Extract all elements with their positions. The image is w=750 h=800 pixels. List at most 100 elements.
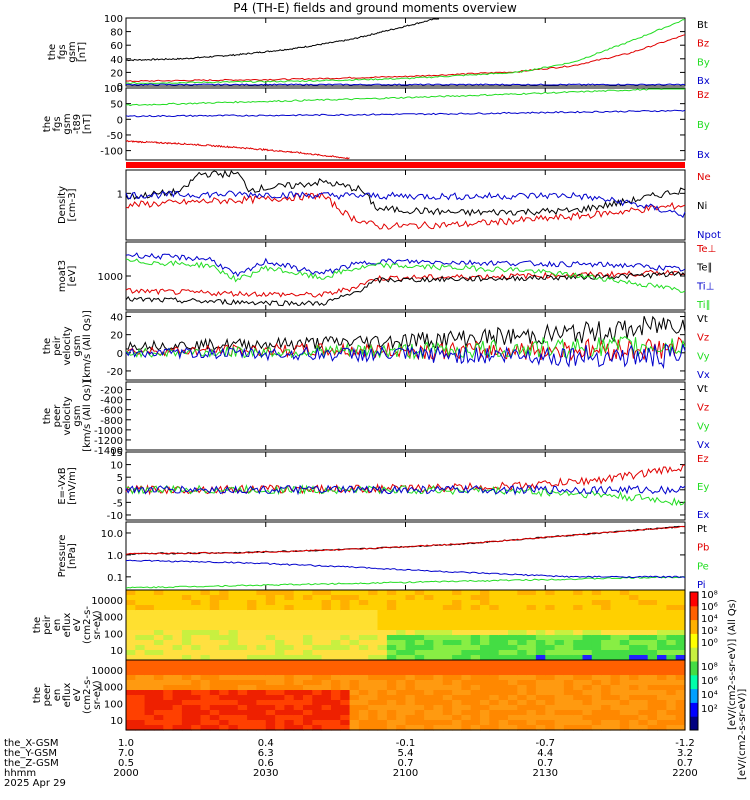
spectrogram-cell: [610, 710, 621, 716]
y-axis-label: [nT]: [77, 42, 88, 62]
spectrogram-cell: [303, 645, 313, 651]
spectrogram-cell: [293, 620, 304, 626]
spectrogram-cell: [275, 675, 285, 681]
spectrogram-cell: [638, 670, 649, 676]
spectrogram-cell: [303, 675, 313, 681]
spectrogram-cell: [377, 640, 388, 646]
spectrogram-cell: [126, 715, 136, 721]
spectrogram-cell: [647, 700, 658, 706]
spectrogram-cell: [461, 595, 472, 601]
spectrogram-cell: [293, 690, 304, 696]
spectrogram-cell: [414, 610, 425, 616]
spectrogram-cell: [172, 640, 183, 646]
spectrogram-cell: [368, 595, 379, 601]
spectrogram-cell: [340, 665, 351, 671]
spectrogram-cell: [591, 600, 602, 606]
spectrogram-cell: [629, 685, 639, 691]
spectrogram-cell: [619, 610, 630, 616]
spectrogram-cell: [191, 660, 202, 666]
y-axis-label: en: [52, 619, 63, 632]
spectrogram-cell: [368, 705, 379, 711]
spectrogram-cell: [153, 615, 164, 621]
spectrogram-cell: [237, 705, 248, 711]
spectrogram-cell: [647, 695, 658, 701]
spectrogram-cell: [284, 590, 295, 596]
spectrogram-cell: [470, 690, 481, 696]
spectrogram-cell: [563, 610, 574, 616]
y-axis-label: the: [42, 408, 53, 424]
spectrogram-cell: [386, 670, 397, 676]
spectrogram-cell: [573, 650, 584, 656]
spectrogram-cell: [517, 715, 528, 721]
spectrogram-cell: [153, 670, 164, 676]
spectrogram-cell: [461, 615, 472, 621]
spectrogram-cell: [209, 605, 220, 611]
spectrogram-cell: [657, 635, 667, 641]
spectrogram-cell: [163, 650, 174, 656]
spectrogram-cell: [284, 600, 295, 606]
spectrogram-cell: [508, 655, 518, 661]
spectrogram-cell: [582, 640, 593, 646]
legend-Vy: Vy: [697, 351, 710, 362]
spectrogram-cell: [396, 650, 407, 656]
y-tick-label: 60: [110, 41, 123, 52]
spectrogram-cell: [554, 645, 565, 651]
spectrogram-cell: [629, 665, 639, 671]
spectrogram-cell: [480, 655, 490, 661]
spectrogram-cell: [181, 680, 192, 686]
panel-frame: [125, 87, 686, 161]
spectrogram-cell: [172, 655, 183, 661]
spectrogram-cell: [545, 655, 556, 661]
spectrogram-cell: [163, 635, 174, 641]
spectrogram-cell: [368, 650, 379, 656]
spectrogram-cell: [470, 595, 481, 601]
spectrogram-cell: [312, 720, 323, 726]
legend-Bz: Bz: [697, 90, 709, 101]
spectrogram-cell: [526, 700, 537, 706]
spectrogram-cell: [591, 680, 602, 686]
spectrogram-cell: [405, 690, 416, 696]
spectrogram-cell: [480, 695, 490, 701]
spectrogram-cell: [424, 655, 434, 661]
spectrogram-cell: [414, 680, 425, 686]
spectrogram-cell: [349, 700, 360, 706]
spectrogram-cell: [228, 695, 239, 701]
spectrogram-cell: [424, 680, 434, 686]
spectrogram-cell: [610, 620, 621, 626]
y-tick-label: 20: [110, 68, 123, 79]
spectrogram-cell: [200, 725, 211, 731]
spectrogram-cell: [498, 695, 509, 701]
spectrogram-cell: [144, 650, 155, 656]
spectrogram-cell: [340, 625, 351, 631]
spectrogram-cell: [209, 705, 220, 711]
spectrogram-cell: [489, 660, 500, 666]
spectrogram-cell: [396, 710, 407, 716]
spectrogram-cell: [424, 650, 434, 656]
spectrogram-cell: [331, 715, 341, 721]
spectrogram-cell: [638, 605, 649, 611]
spectrogram-cell: [433, 615, 444, 621]
spectrogram-cell: [153, 645, 164, 651]
spectrogram-cell: [228, 645, 239, 651]
spectrogram-cell: [228, 620, 239, 626]
spectrogram-cell: [647, 650, 658, 656]
spectrogram-cell: [386, 675, 397, 681]
spectrogram-cell: [312, 700, 323, 706]
colorbar-tick: 10⁶: [701, 602, 718, 613]
spectrogram-cell: [554, 635, 565, 641]
spectrogram-cell: [489, 700, 500, 706]
spectrogram-cell: [256, 665, 267, 671]
spectrogram-cell: [480, 720, 490, 726]
spectrogram-cell: [358, 630, 369, 636]
spectrogram-cell: [666, 625, 677, 631]
spectrogram-cell: [498, 705, 509, 711]
spectrogram-cell: [470, 700, 481, 706]
spectrogram-cell: [237, 670, 248, 676]
spectrogram-cell: [480, 615, 490, 621]
spectrogram-cell: [219, 665, 230, 671]
spectrogram-cell: [200, 665, 211, 671]
series-Bt-line: [125, 18, 439, 62]
spectrogram-cell: [386, 595, 397, 601]
spectrogram-cell: [489, 590, 500, 596]
spectrogram-cell: [591, 615, 602, 621]
